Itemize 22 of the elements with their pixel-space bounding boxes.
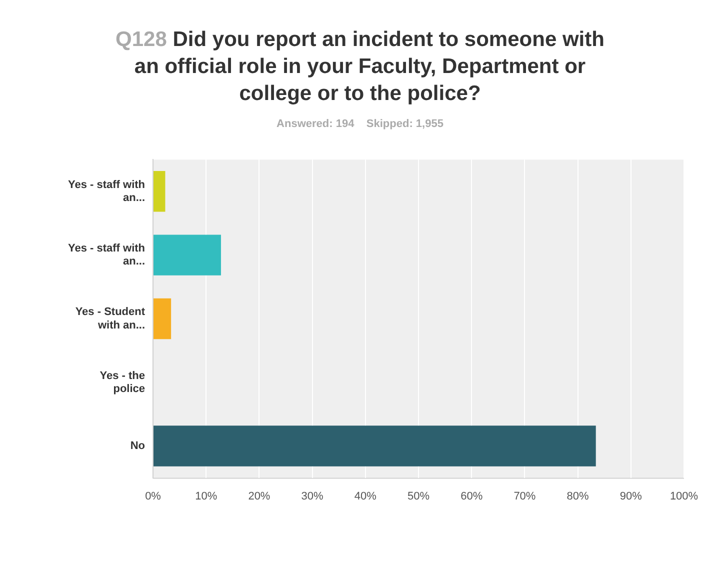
x-tick-label: 80% [566,490,590,502]
chart-subtitle: Answered: 194 Skipped: 1,955 [276,118,444,130]
x-tick-label: 40% [354,490,377,502]
x-tick-label: 50% [407,490,430,502]
x-tick-label: 70% [514,490,536,502]
y-tick-label: No [130,440,146,452]
bar [154,426,596,466]
x-tick-label: 100% [670,490,698,502]
y-tick-label: Yes - staff with an... [68,178,146,204]
x-tick-label: 30% [301,490,324,502]
y-tick-label: Yes - Student with an... [75,306,146,332]
bar [154,234,221,276]
x-tick-label: 0% [145,490,162,502]
bar [154,298,172,340]
x-tick-label: 60% [460,490,483,502]
y-tick-label: Yes - staff with an... [68,242,146,268]
x-tick-label: 10% [195,490,218,502]
x-tick-label: 90% [620,490,642,502]
x-tick-label: 20% [248,490,270,502]
y-tick-label: Yes - the police [100,370,146,395]
chart-title: Q128 Did you report an incident to someone with an official role in your Faculty, Department or college or to the police? [114,27,606,107]
bar [154,171,166,212]
